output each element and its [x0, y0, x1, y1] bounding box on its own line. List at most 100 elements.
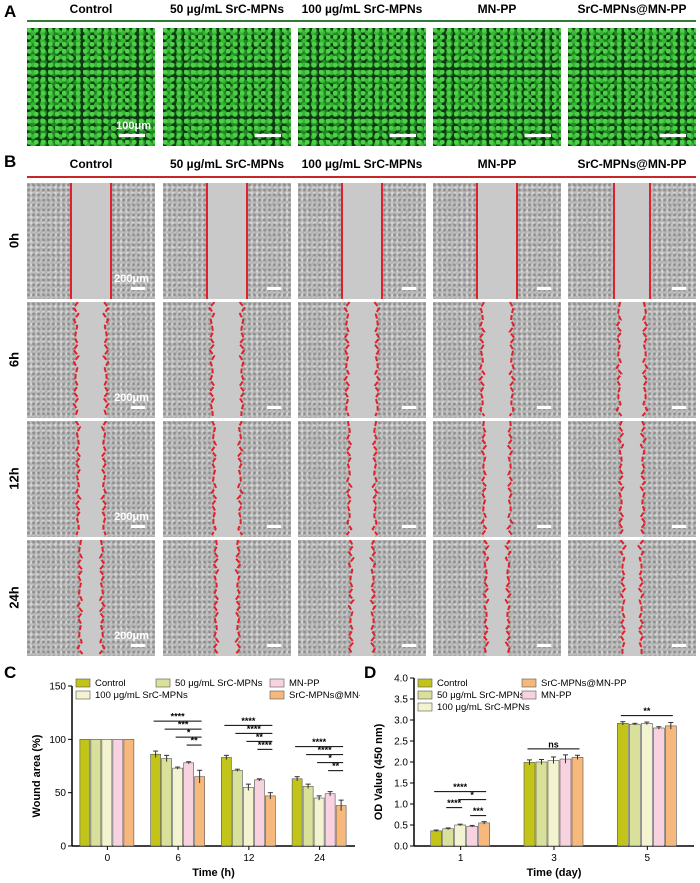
wound-micrograph	[433, 540, 561, 656]
group-label: Control	[69, 2, 113, 16]
wound-edge-lines	[619, 540, 645, 655]
time-label: 24h	[6, 586, 22, 609]
wound-edge-lines	[206, 183, 248, 299]
scale-bar	[537, 644, 551, 647]
wound-gap	[342, 183, 382, 299]
bar	[194, 776, 205, 847]
wound-gap	[351, 540, 373, 656]
y-tick-label: 1.5	[394, 779, 408, 790]
group-label: 50 µg/mL SrC-MPNs	[169, 2, 285, 16]
scale-bar	[131, 644, 145, 647]
x-axis-title: Time (day)	[527, 867, 582, 879]
wound-edge-line	[639, 421, 647, 536]
y-tick-label: 150	[49, 682, 66, 693]
scale-bar-label: 200μm	[114, 392, 149, 404]
wound-micrograph	[163, 421, 291, 537]
scale-bar	[537, 406, 551, 409]
legend-swatch	[417, 702, 433, 712]
bar	[123, 739, 135, 847]
wound-micrograph	[433, 302, 561, 418]
y-tick-label: 0	[60, 842, 66, 853]
time-label: 12h	[6, 467, 22, 490]
wound-edge-line	[72, 302, 80, 417]
legend-swatch	[521, 690, 537, 700]
wound-gap	[80, 540, 102, 656]
wound-edge-line	[371, 421, 379, 536]
wound-edge-lines	[208, 302, 246, 417]
wound-edge-lines	[617, 421, 647, 536]
wound-edge-line	[76, 540, 84, 655]
wound-edge-line	[345, 421, 353, 536]
wound-edge-line	[641, 302, 649, 417]
od-value-chart: 0.0 0.5 1.0 1.5 2.0 2.5 3.0 3.5 4.0 Time (day) OD …	[373, 674, 694, 879]
bar	[559, 758, 572, 847]
significance-label: ****	[447, 798, 462, 808]
significance-label: ns	[548, 739, 559, 749]
legend-swatch	[417, 678, 433, 688]
legend-label: 50 μg/mL SrC-MPNs	[437, 690, 525, 701]
wound-micrograph	[298, 540, 426, 656]
fluorescence-micrograph	[298, 28, 426, 146]
legend-label: Control	[437, 678, 468, 689]
x-tick-label: 5	[645, 853, 651, 864]
wound-micrograph: 200μm	[27, 540, 155, 656]
significance-label: ****	[241, 716, 256, 726]
wound-micrograph	[163, 183, 291, 299]
legend-label: Control	[95, 678, 126, 689]
y-axis-title: OD Value (450 nm)	[373, 723, 385, 820]
bar	[302, 785, 314, 847]
scale-bar	[119, 134, 145, 137]
wound-edge-line	[617, 421, 625, 536]
bar	[172, 767, 183, 847]
legend-swatch	[75, 690, 91, 700]
panel-b-separator	[27, 176, 696, 178]
legend-label: MN-PP	[541, 690, 572, 701]
wound-edge-line	[480, 421, 488, 536]
wound-edge-line	[347, 540, 355, 655]
group-label: MN-PP	[477, 157, 517, 171]
wound-edge-line	[637, 540, 645, 655]
group-label: Control	[69, 157, 113, 171]
wound-edge-lines	[345, 421, 379, 536]
x-tick-label: 1	[458, 853, 464, 864]
wound-edge-line	[343, 302, 351, 417]
scale-bar	[267, 406, 281, 409]
wound-edge-lines	[76, 540, 106, 655]
bar	[313, 797, 325, 847]
wound-gap	[347, 302, 377, 418]
wound-micrograph	[568, 183, 696, 299]
bar	[665, 725, 677, 847]
wound-edge-line	[100, 421, 108, 536]
bar	[324, 793, 336, 847]
wound-micrograph	[568, 421, 696, 537]
bar	[466, 825, 478, 847]
bar	[161, 758, 172, 847]
bar	[183, 762, 194, 847]
scale-bar	[537, 525, 551, 528]
bar	[617, 723, 629, 847]
y-tick-label: 0.5	[394, 821, 408, 832]
scale-bar	[267, 644, 281, 647]
wound-micrograph: 200μm	[27, 183, 155, 299]
group-label: 50 µg/mL SrC-MPNs	[169, 157, 285, 171]
wound-micrograph	[298, 183, 426, 299]
legend-swatch	[75, 678, 91, 688]
y-tick-label: 2.0	[394, 758, 408, 769]
fluorescence-micrograph: 100μm	[27, 28, 155, 146]
scale-bar	[402, 644, 416, 647]
wound-micrograph	[298, 302, 426, 418]
scale-bar	[672, 287, 686, 290]
scale-bar	[131, 287, 145, 290]
group-label: 100 µg/mL SrC-MPNs	[301, 157, 423, 171]
bar	[112, 739, 124, 847]
y-tick-label: 2.5	[394, 737, 408, 748]
wound-edge-lines	[613, 183, 651, 299]
scale-bar	[672, 406, 686, 409]
significance-label: *	[470, 790, 474, 800]
wound-edge-lines	[480, 421, 514, 536]
bar	[221, 757, 232, 847]
panel-c-letter: C	[4, 663, 17, 682]
wound-edge-lines	[347, 540, 377, 655]
bar	[243, 787, 254, 847]
